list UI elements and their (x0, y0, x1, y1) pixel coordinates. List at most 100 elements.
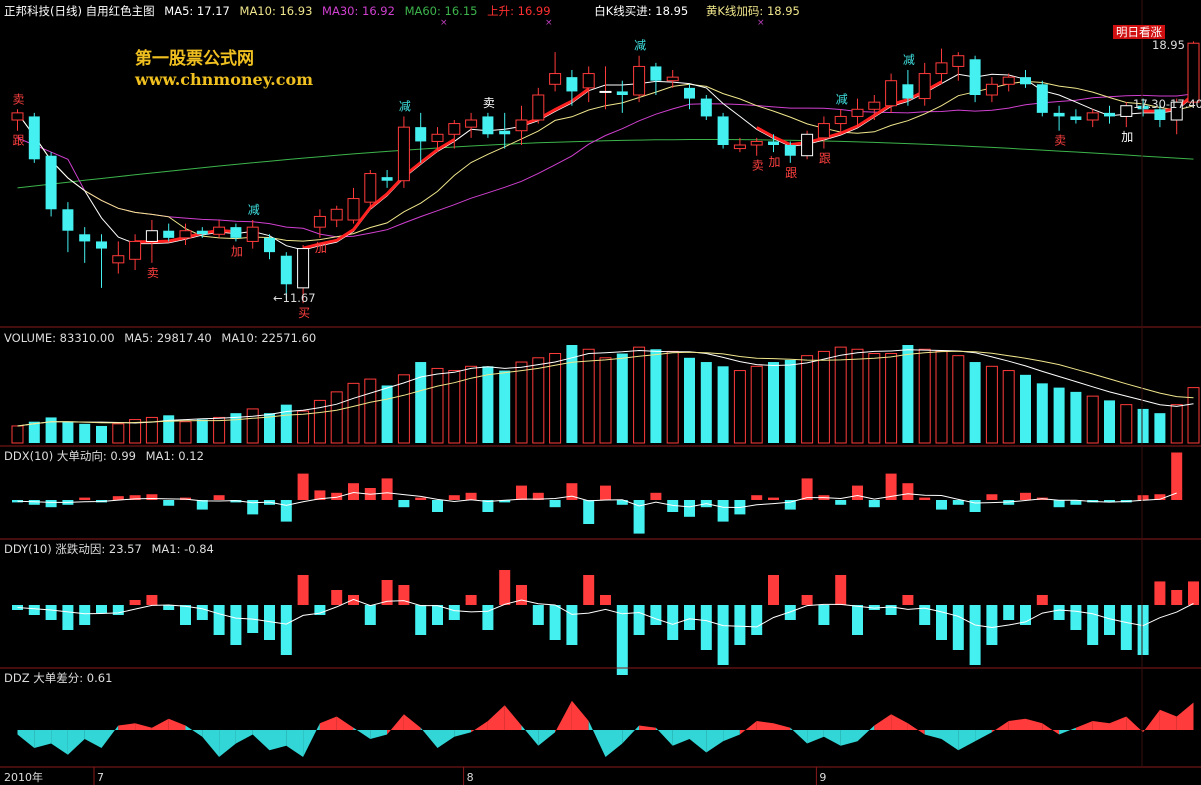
candle-body (700, 98, 712, 117)
candle-body (1187, 42, 1200, 103)
volume-bar (650, 349, 662, 443)
ddx-bar (919, 497, 931, 500)
ddz-area (51, 730, 68, 755)
ma60-line (17, 139, 1194, 189)
rise-segment (302, 138, 456, 250)
ddx-bar (448, 495, 460, 500)
ddx-bar (650, 492, 662, 500)
volume-bar (499, 370, 511, 443)
candle-body (415, 127, 427, 142)
ddz-area (1059, 727, 1076, 735)
signal-label: 卖 (1054, 134, 1066, 148)
ddz-area (1159, 709, 1177, 730)
ddz-area (639, 725, 656, 730)
ddy-bar (1036, 595, 1048, 605)
ddy-bar (717, 605, 729, 665)
candle-body (112, 255, 125, 264)
candle-body (1104, 112, 1115, 117)
ddx-bar (129, 495, 141, 500)
ddx-bar (616, 500, 628, 505)
ddy-bar (1154, 581, 1166, 605)
ddx-bar (146, 494, 158, 500)
ddz-area (387, 714, 404, 735)
ddz-area (1143, 709, 1160, 733)
ma30-line (17, 93, 1194, 238)
ddy-bar (1120, 605, 1132, 650)
volume-bar (145, 416, 158, 444)
candle-body (347, 198, 360, 221)
ddz-area (941, 730, 959, 751)
volume-bar (11, 425, 24, 444)
ddz-area (403, 714, 421, 730)
ddz-area (1092, 721, 1110, 730)
ddy-bar (516, 585, 527, 605)
ddz-area (521, 725, 539, 746)
ddz-area (706, 730, 724, 753)
ddz-area (135, 723, 152, 730)
candle-body (145, 230, 158, 242)
volume-bar (868, 353, 881, 444)
ddz-area (151, 718, 169, 730)
volume-bar (969, 362, 981, 443)
ddy-bar (264, 605, 275, 640)
ddz-area (168, 718, 186, 730)
candle-body (1086, 112, 1099, 121)
ddy-ma-readout: MA1: -0.84 (151, 542, 214, 556)
white-k-readout: 白K线买进: 18.95 (594, 4, 689, 18)
ddx-bar (482, 500, 494, 512)
volume-bar (1104, 400, 1115, 443)
ddy-bar (566, 605, 578, 645)
ddy-bar (684, 605, 695, 630)
ddz-panel (17, 700, 1194, 757)
volume-bar (1120, 404, 1133, 444)
candle-body (96, 241, 107, 249)
volume-bar (129, 419, 142, 444)
ddy-bar (700, 605, 712, 650)
candle-body (246, 226, 259, 242)
ddz-area (202, 730, 220, 757)
volume-bar (330, 391, 343, 444)
ddx-bar (247, 500, 259, 515)
candle-body (902, 84, 914, 99)
candle-body (817, 123, 830, 139)
candle-body (834, 115, 847, 125)
ddz-area (907, 723, 925, 735)
ddy-bar (79, 605, 91, 625)
ddy-bar (280, 605, 292, 655)
ddx-bar (751, 495, 763, 500)
ddz-area (891, 714, 908, 730)
candle-body (196, 230, 208, 235)
candle-body (1170, 101, 1183, 121)
candle-body (549, 73, 562, 85)
ddy-bar (45, 605, 57, 620)
ddz-area (1126, 716, 1144, 733)
volume-bar (1053, 387, 1065, 443)
signal-label: 加 (315, 241, 327, 255)
ddy-bar (801, 595, 813, 605)
ddx-bar (549, 500, 561, 508)
ddx-bar (583, 500, 595, 524)
ddx-bar (969, 500, 981, 512)
watermark-url: www.chnmoney.com (135, 70, 314, 89)
ddx-bar (398, 500, 410, 508)
ddx-bar (28, 500, 40, 505)
volume-bar (549, 353, 562, 444)
rise-segment (1143, 93, 1195, 113)
ddy-bar (784, 605, 796, 620)
ddy-bar (1003, 605, 1015, 620)
ddx-bar (213, 495, 225, 500)
volume-bar (297, 410, 310, 444)
ddz-area (571, 700, 589, 730)
volume-bar (364, 378, 377, 444)
candle-body (684, 87, 695, 99)
ddx-bar (936, 500, 947, 510)
ddy-bar (650, 605, 662, 625)
candle-body (768, 141, 779, 145)
volume-bar (1137, 408, 1149, 443)
signal-label: 减 (248, 203, 260, 217)
candle-body (952, 55, 965, 67)
signal-label: 卖 (147, 266, 159, 280)
ddx-bar (45, 500, 57, 508)
